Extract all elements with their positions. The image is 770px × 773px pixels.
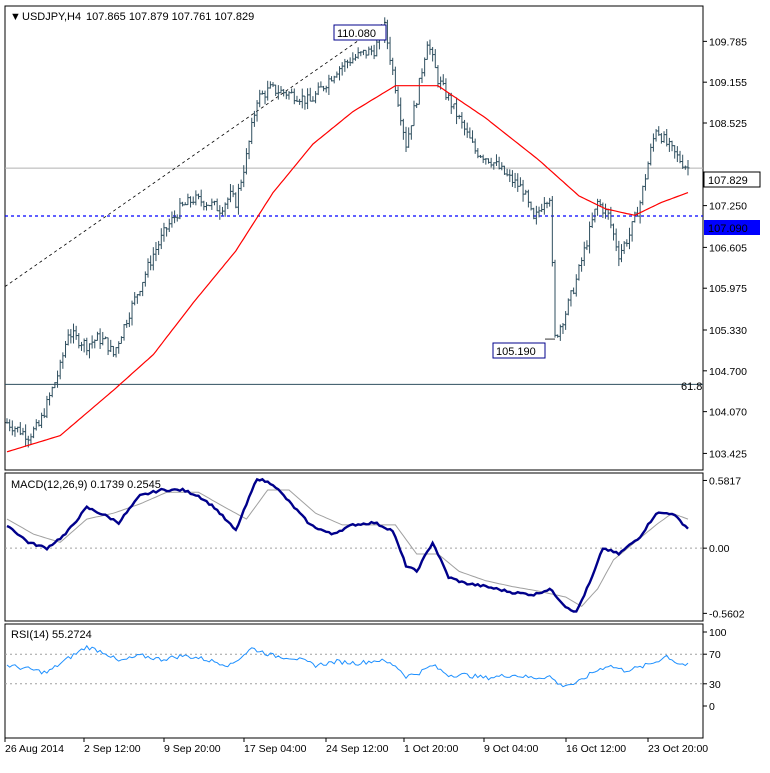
price-tick-label: 104.070: [709, 407, 747, 419]
low-label-box: [492, 342, 546, 359]
rsi-tick-label: 0: [709, 701, 715, 713]
rsi-y-axis: 100 70 30 0: [703, 627, 727, 713]
time-axis: 26 Aug 2014 2 Sep 12:00 9 Sep 20:00 17 Sep …: [4, 738, 708, 755]
price-tick-label: 105.330: [709, 325, 747, 337]
symbol-header-arrow: ▼: [10, 11, 21, 23]
macd-signal-line: [6, 489, 689, 608]
current-price-box: [703, 171, 761, 188]
rsi-title: RSI(14) 55.2724: [11, 629, 92, 641]
macd-pane-frame: [4, 472, 704, 622]
rsi-plot: [5, 644, 703, 688]
macd-title: MACD(12,26,9) 0.1739 0.2545: [11, 479, 161, 491]
low-label: 105.190: [496, 346, 536, 358]
macd-tick-label: 0.5817: [709, 475, 741, 487]
price-tick-label: 109.785: [709, 36, 747, 48]
price-y-axis: 109.785 109.155 108.525 107.250 106.605 105.9…: [703, 36, 747, 460]
rsi-pane-frame: [4, 623, 704, 739]
macd-line: [6, 477, 689, 613]
price-pane-frame: [4, 5, 704, 471]
time-tick-label: 17 Sep 04:00: [244, 743, 307, 755]
price-tick-label: 106.605: [709, 242, 747, 254]
support-level-label: 107.090: [708, 223, 748, 235]
time-tick-label: 9 Oct 04:00: [484, 743, 538, 755]
current-price-label: 107.829: [708, 175, 748, 187]
macd-tick-label: -0.5602: [709, 608, 745, 620]
rsi-tick-label: 30: [709, 679, 721, 691]
high-label-box: [333, 24, 387, 41]
time-tick-label: 1 Oct 20:00: [404, 743, 458, 755]
time-tick-label: 16 Oct 12:00: [566, 743, 626, 755]
support-level-box: [704, 220, 760, 235]
price-tick-label: 103.425: [709, 448, 747, 460]
price-tick-label: 108.525: [709, 118, 747, 130]
candle: [686, 159, 690, 176]
time-tick-label: 23 Oct 20:00: [648, 743, 708, 755]
macd-plot: [5, 477, 703, 613]
symbol-header: USDJPY,H4: [22, 11, 81, 23]
ohlc-header: 107.865 107.879 107.761 107.829: [86, 11, 254, 23]
price-tick-label: 109.155: [709, 77, 747, 89]
price-tick-label: 105.975: [709, 283, 747, 295]
price-plot: [4, 17, 703, 453]
time-tick-label: 26 Aug 2014: [5, 743, 64, 755]
time-tick-label: 24 Sep 12:00: [326, 743, 389, 755]
price-tick-label: 107.250: [709, 201, 747, 213]
time-tick-label: 2 Sep 12:00: [84, 743, 141, 755]
trend-line: [4, 21, 385, 287]
time-tick-label: 9 Sep 20:00: [164, 743, 221, 755]
high-label: 110.080: [337, 28, 376, 40]
fib-label: 61.8: [681, 381, 702, 393]
rsi-tick-label: 100: [709, 627, 727, 639]
rsi-line: [6, 644, 689, 688]
macd-y-axis: 0.5817 0.00 -0.5602: [703, 475, 745, 620]
rsi-tick-label: 70: [709, 649, 721, 661]
moving-average-line: [6, 85, 689, 453]
price-tick-label: 104.700: [709, 366, 747, 378]
macd-tick-label: 0.00: [709, 543, 730, 555]
